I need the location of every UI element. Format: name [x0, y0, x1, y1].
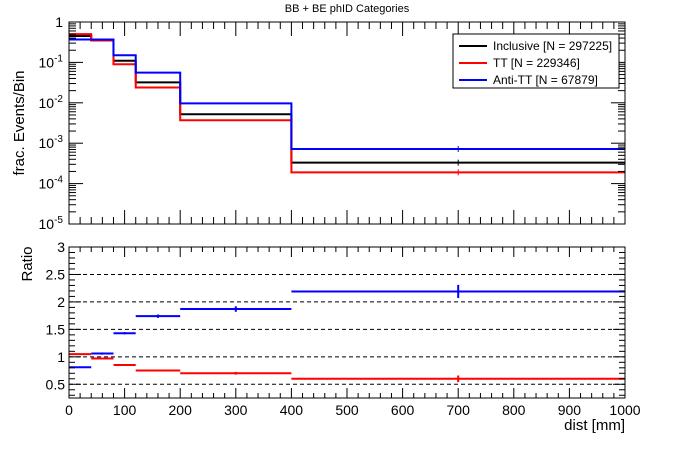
x-tick-label: 200 — [169, 402, 193, 418]
top-y-tick-label: 1 — [55, 14, 63, 30]
bottom-panel-grid — [69, 273, 625, 385]
top-y-axis-title: frac. Events/Bin — [11, 70, 28, 175]
x-tick-label: 300 — [224, 402, 248, 418]
x-tick-label: 0 — [65, 402, 73, 418]
bottom-y-tick-label: 1 — [57, 349, 65, 365]
bottom-y-tick-label: 2.5 — [46, 266, 66, 282]
x-tick-label: 500 — [335, 402, 359, 418]
legend-label: TT [N = 229346] — [493, 56, 580, 70]
x-tick-label: 900 — [558, 402, 582, 418]
x-tick-label: 100 — [113, 402, 137, 418]
bottom-y-tick-label: 2 — [57, 294, 65, 310]
bottom-y-tick-label: 1.5 — [46, 321, 66, 337]
bottom-y-tick-label: 3 — [57, 239, 65, 255]
legend: Inclusive [N = 297225] TT [N = 229346] Ant… — [452, 33, 620, 89]
x-tick-label: 700 — [447, 402, 471, 418]
bottom-y-axis-title: Ratio — [19, 246, 36, 281]
top-y-tick-label: 10-5 — [39, 215, 64, 232]
bottom-y-tick-label: 0.5 — [46, 376, 66, 392]
chart-title: BB + BE phID Categories — [285, 3, 410, 15]
bottom-axis-ticks: 0 100 200 300 400 500 600 700 800 900 1000 0.5 1 1.5 2… — [46, 239, 641, 418]
top-y-tick-label: 10-3 — [39, 134, 64, 151]
x-tick-label: 800 — [502, 402, 526, 418]
top-series-line — [69, 38, 625, 150]
top-y-tick-label: 10-4 — [39, 175, 64, 192]
legend-label: Anti-TT [N = 67879] — [493, 73, 598, 87]
legend-label: Inclusive [N = 297225] — [493, 39, 612, 53]
bottom-plot-frame — [68, 246, 626, 399]
bottom-series-group — [69, 284, 625, 383]
top-series-group — [69, 33, 625, 176]
x-tick-label: 400 — [280, 402, 304, 418]
x-tick-label: 600 — [391, 402, 415, 418]
x-axis-title: dist [mm] — [564, 417, 625, 434]
top-y-tick-label: 10-2 — [39, 94, 64, 111]
top-y-tick-label: 10-1 — [39, 53, 64, 70]
top-axis-ticks: 10-5 10-4 10-3 10-2 10-1 1 — [39, 14, 626, 232]
x-tick-label: 1000 — [609, 402, 640, 418]
